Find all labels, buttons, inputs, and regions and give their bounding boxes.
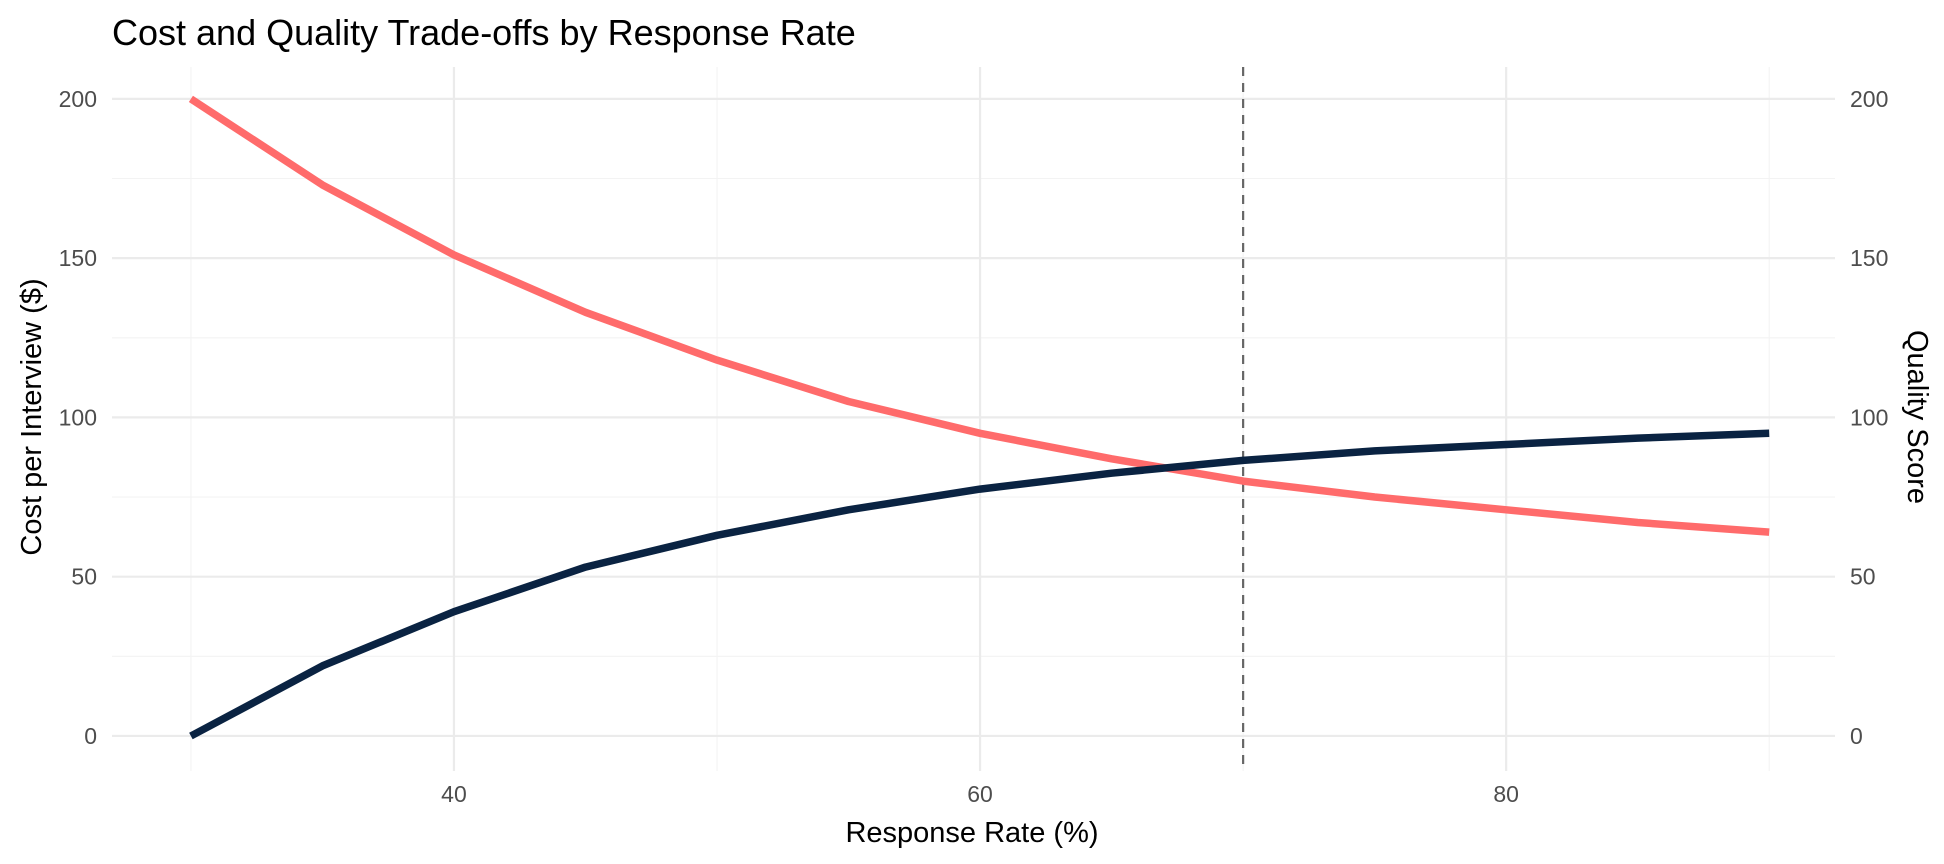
y-tick-label: 100 — [59, 404, 97, 430]
series-group — [188, 95, 1770, 740]
quality-series-line — [189, 429, 1770, 740]
y2-tick-label: 100 — [1850, 404, 1888, 430]
y2-tick-label: 50 — [1850, 564, 1876, 590]
y2-tick-label: 150 — [1850, 245, 1888, 271]
y-tick-label: 200 — [59, 86, 97, 112]
chart-title: Cost and Quality Trade-offs by Response … — [112, 12, 856, 53]
x-tick-label: 60 — [967, 781, 993, 807]
grid — [112, 67, 1835, 771]
y2-axis-title: Quality Score — [1901, 330, 1933, 504]
x-tick-label: 40 — [441, 781, 467, 807]
y-tick-label: 50 — [71, 564, 97, 590]
x-axis-title: Response Rate (%) — [845, 817, 1098, 849]
tick-labels: 40 60 80 0 50 100 150 200 0 50 100 150 200 — [59, 86, 1889, 807]
cost-series-line — [188, 95, 1770, 536]
y-axis-title: Cost per Interview ($) — [16, 278, 48, 555]
y2-tick-label: 0 — [1850, 723, 1863, 749]
y-tick-label: 150 — [59, 245, 97, 271]
y2-tick-label: 200 — [1850, 86, 1888, 112]
x-tick-label: 80 — [1493, 781, 1519, 807]
y-tick-label: 0 — [84, 723, 97, 749]
